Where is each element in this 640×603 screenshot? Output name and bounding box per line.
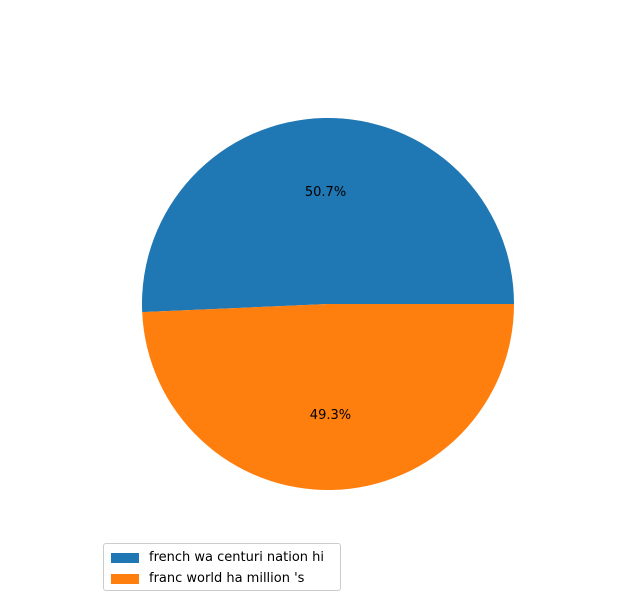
legend-swatch-0	[111, 552, 139, 563]
pie-value-labels: 50.7% 49.3%	[305, 185, 351, 423]
legend-item-0: french wa centuri nation hi	[111, 547, 333, 568]
legend-swatch-1	[111, 573, 139, 584]
pie-value-label-1: 49.3%	[310, 408, 351, 423]
legend-label-1: franc world ha million 's	[149, 571, 305, 586]
legend-label-0: french wa centuri nation hi	[149, 550, 325, 565]
legend-item-1: franc world ha million 's	[111, 568, 333, 589]
legend: french wa centuri nation hi franc world …	[103, 543, 341, 591]
pie-slice-0	[141, 118, 514, 313]
pie-slice-1	[142, 304, 514, 491]
pie-value-label-0: 50.7%	[305, 185, 346, 200]
pie-slices	[141, 118, 514, 491]
